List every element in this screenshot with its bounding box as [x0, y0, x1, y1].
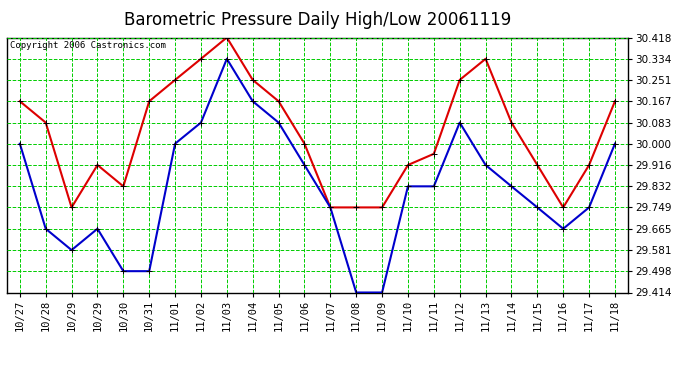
Text: Copyright 2006 Castronics.com: Copyright 2006 Castronics.com [10, 41, 166, 50]
Text: Barometric Pressure Daily High/Low 20061119: Barometric Pressure Daily High/Low 20061… [124, 11, 511, 29]
